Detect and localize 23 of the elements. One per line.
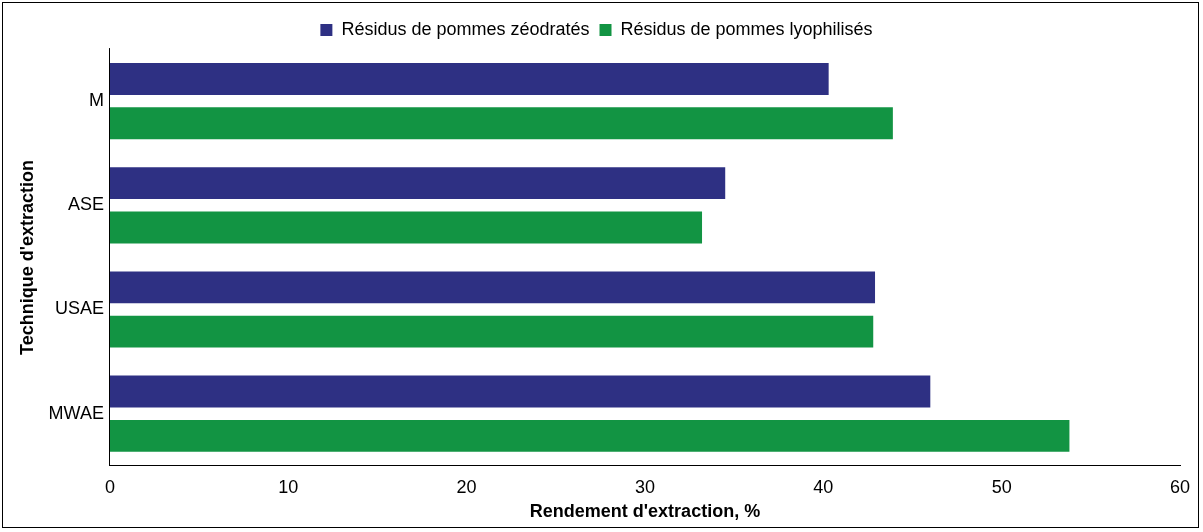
bar — [109, 211, 703, 244]
bar — [109, 419, 1070, 452]
bar — [109, 107, 893, 140]
bar — [109, 63, 829, 95]
x-tick-label: 50 — [991, 476, 1012, 497]
x-tick-label: 30 — [634, 476, 655, 497]
y-tick-label: M — [88, 90, 104, 111]
x-tick-label: 20 — [456, 476, 477, 497]
x-tick-label: 40 — [813, 476, 834, 497]
bar — [109, 315, 874, 348]
bar — [109, 375, 931, 408]
bar — [109, 167, 726, 200]
x-axis-title: Rendement d'extraction, % — [529, 501, 761, 522]
legend-label: Résidus de pommes zéodratés — [341, 18, 590, 39]
x-tick-label: 60 — [1169, 476, 1191, 497]
bar — [109, 271, 876, 304]
y-tick-label: MWAE — [48, 402, 104, 423]
y-tick-label: ASE — [67, 194, 104, 215]
legend-label: Résidus de pommes lyophilisés — [620, 18, 873, 39]
x-tick-label: 10 — [278, 476, 299, 497]
y-axis-title: Technique d'extraction — [16, 159, 37, 355]
x-tick-label: 0 — [104, 476, 115, 497]
y-tick-label: USAE — [54, 298, 104, 319]
